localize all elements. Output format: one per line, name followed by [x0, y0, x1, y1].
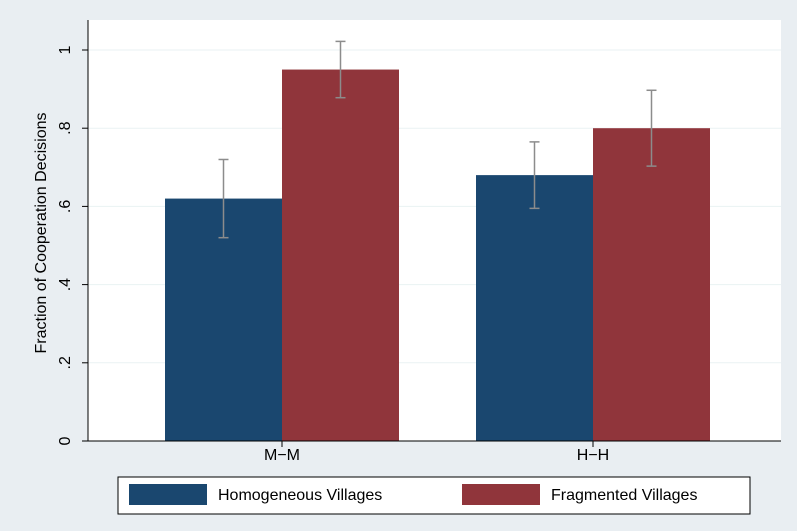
y-tick-label: .6	[57, 200, 74, 213]
legend-label: Fragmented Villages	[551, 487, 697, 504]
legend-swatch	[462, 484, 540, 505]
error-bars	[218, 40, 657, 239]
bar	[165, 198, 282, 441]
x-tick-label: M−M	[264, 447, 300, 464]
legend-box	[117, 476, 751, 515]
bar	[593, 128, 710, 441]
y-tick-label: .4	[57, 278, 74, 291]
y-tick-label: 0	[57, 436, 74, 445]
legend-label: Homogeneous Villages	[218, 487, 382, 504]
bars	[165, 69, 710, 442]
legend-swatch	[129, 484, 207, 505]
legend: Homogeneous Villages Fragmented Villages	[117, 476, 751, 515]
y-tick-label: 1	[57, 45, 74, 54]
x-tick-label: H−H	[577, 447, 609, 464]
y-tick-label: .8	[57, 121, 74, 134]
bar	[282, 69, 399, 442]
bar	[476, 175, 593, 441]
y-tick-label: .2	[57, 356, 74, 369]
axes: 0 .2 .4 .6 .8 1 M−M H−H	[57, 20, 781, 464]
y-axis-label: Fraction of Cooperation Decisions	[33, 112, 50, 353]
